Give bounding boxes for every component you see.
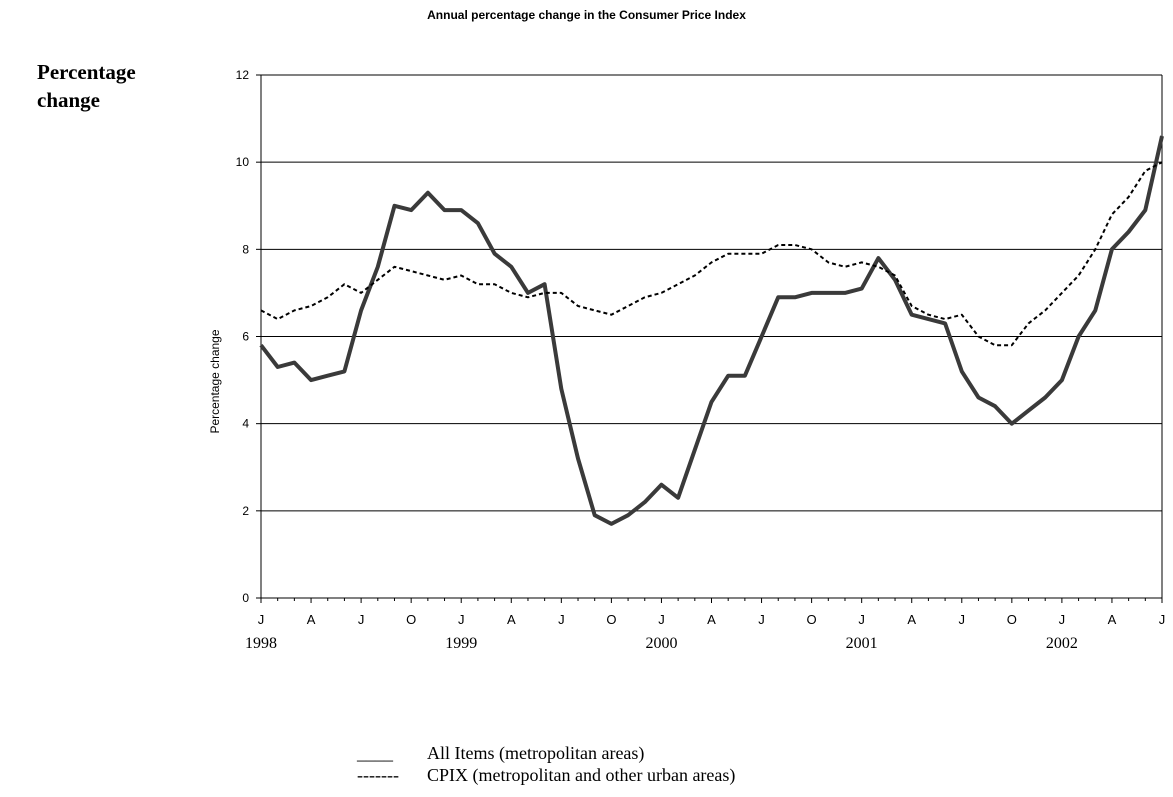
y-tick-label: 4 xyxy=(242,417,249,431)
x-tick-label: O xyxy=(1007,612,1017,627)
x-tick-label: J xyxy=(558,612,565,627)
side-axis-label-line2: change xyxy=(37,88,100,112)
x-tick-label: A xyxy=(907,612,916,627)
legend-cpix-label: CPIX (metropolitan and other urban areas… xyxy=(427,765,736,785)
legend-all-items-label: All Items (metropolitan areas) xyxy=(427,743,645,763)
x-tick-label: O xyxy=(406,612,416,627)
legend-item-all-items: ____ All Items (metropolitan areas) xyxy=(357,743,735,765)
x-tick-label: J xyxy=(1059,612,1066,627)
y-tick-label: 0 xyxy=(242,591,249,605)
year-label: 2001 xyxy=(846,635,878,652)
legend-dashed-key: ------- xyxy=(357,765,399,785)
legend: ____ All Items (metropolitan areas) ----… xyxy=(357,743,735,787)
year-label: 1998 xyxy=(245,635,277,652)
x-tick-label: J xyxy=(858,612,865,627)
year-label: 2002 xyxy=(1046,635,1078,652)
chart-title: Annual percentage change in the Consumer… xyxy=(427,8,746,22)
y-tick-label: 12 xyxy=(236,68,250,82)
x-tick-label: J xyxy=(959,612,966,627)
side-axis-label-line1: Percentage xyxy=(37,60,136,84)
y-tick-label: 10 xyxy=(236,155,250,169)
x-tick-label: J xyxy=(1159,612,1166,627)
line-chart: 0 2 4 6 8 10 12 J A J O J A J O J A J O J A J O J A J 1998 1999 2000… xyxy=(208,68,1166,652)
x-tick-label: J xyxy=(358,612,365,627)
x-tick-label: O xyxy=(606,612,616,627)
x-tick-label: A xyxy=(507,612,516,627)
y-tick-label: 2 xyxy=(242,504,249,518)
year-label: 1999 xyxy=(445,635,477,652)
x-tick-label: O xyxy=(807,612,817,627)
side-axis-label: Percentage change xyxy=(37,58,136,114)
x-tick-label: J xyxy=(658,612,665,627)
x-tick-label: J xyxy=(758,612,765,627)
x-tick-label: A xyxy=(707,612,716,627)
x-tick-label: J xyxy=(258,612,265,627)
y-tick-label: 8 xyxy=(242,242,249,256)
x-tick-label: J xyxy=(458,612,465,627)
year-label: 2000 xyxy=(645,635,677,652)
series-all-items-line xyxy=(259,135,1164,526)
y-axis-label: Percentage change xyxy=(208,329,222,433)
x-tick-label: A xyxy=(307,612,316,627)
y-tick-label: 6 xyxy=(242,330,249,344)
legend-item-cpix: ------- CPIX (metropolitan and other urb… xyxy=(357,765,735,787)
x-tick-label: A xyxy=(1108,612,1117,627)
legend-solid-key: ____ xyxy=(357,743,393,763)
series-cpix-line xyxy=(260,161,1163,347)
